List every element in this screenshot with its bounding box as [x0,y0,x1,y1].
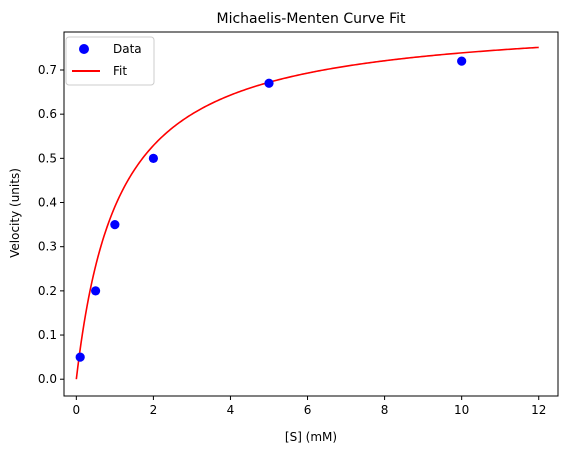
x-tick-label: 2 [150,403,158,417]
y-tick-label: 0.3 [38,240,57,254]
x-axis: 0 2 4 6 8 10 12 [73,396,546,417]
fit-curve [75,46,539,380]
data-point [264,78,274,88]
y-tick-label: 0.1 [38,328,57,342]
x-tick-label: 8 [381,403,389,417]
data-point [110,220,120,230]
data-point [90,286,101,296]
plot-frame [63,31,559,397]
y-tick-label: 0.2 [38,284,57,298]
data-point [148,153,158,163]
data-point [457,56,467,66]
x-tick-label: 10 [454,403,469,417]
plot-area [75,46,539,380]
x-tick-label: 0 [73,403,81,417]
y-tick-label: 0.5 [38,151,57,165]
legend-data-marker [79,44,89,54]
legend-label-data: Data [113,42,142,56]
x-tick-label: 4 [227,403,235,417]
x-tick-label: 12 [531,403,546,417]
chart-title: Michaelis-Menten Curve Fit [216,11,406,27]
y-tick-label: 0.4 [38,196,57,210]
data-point [75,352,85,362]
y-tick-label: 0.7 [38,63,57,77]
y-tick-label: 0.6 [38,107,57,121]
x-axis-label: [S] (mM) [285,430,337,444]
y-axis: 0.0 0.1 0.2 0.3 0.4 0.5 0.6 0.7 [38,63,64,386]
x-tick-label: 6 [304,403,312,417]
y-tick-label: 0.0 [38,372,57,386]
y-axis-label: Velocity (units) [8,168,22,258]
legend-label-fit: Fit [113,64,127,78]
legend: Data Fit [65,36,155,86]
